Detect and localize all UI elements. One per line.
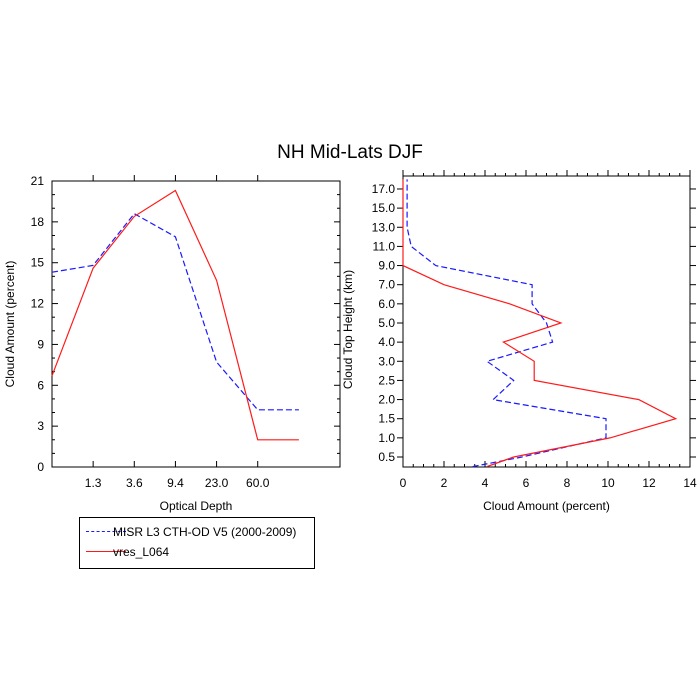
- right-y-tick-label: 9.0: [378, 259, 395, 273]
- right-x-tick-label: 8: [564, 476, 571, 490]
- left-x-tick-label: 60.0: [246, 476, 270, 490]
- left-series-misr-line: [51, 212, 299, 411]
- right-y-tick-label: 1.0: [378, 431, 395, 445]
- left-y-tick-label: 12: [31, 297, 45, 311]
- left-panel-optical-depth: 0 3 6 9 12 15 18 21 1.3 3.6 9.4 23.0 60.0 Optical Dep…: [3, 174, 341, 513]
- right-y-tick-label: 17.0: [372, 182, 396, 196]
- left-x-tick-label: 3.6: [126, 476, 143, 490]
- legend-swatch-solid: [86, 551, 126, 552]
- legend-label-misr: MISR L3 CTH-OD V5 (2000-2009): [113, 525, 297, 539]
- right-x-tick-label: 4: [482, 476, 489, 490]
- right-x-tick-label: 10: [601, 476, 615, 490]
- right-y-tick-label: 1.5: [378, 412, 395, 426]
- left-y-tick-label: 3: [37, 419, 44, 433]
- right-y-tick-label: 2.0: [378, 393, 395, 407]
- right-x-tick-label: 6: [523, 476, 530, 490]
- legend-label-model: vres_L064: [113, 545, 170, 559]
- right-y-tick-label: 3.0: [378, 354, 395, 368]
- left-y-axis-label: Cloud Amount (percent): [3, 261, 17, 388]
- legend: MISR L3 CTH-OD V5 (2000-2009) vres_L064: [79, 517, 315, 569]
- left-series-model-line: [51, 189, 299, 441]
- left-x-tick-label: 1.3: [85, 476, 102, 490]
- right-x-tick-label: 12: [642, 476, 656, 490]
- left-y-tick-label: 18: [31, 215, 45, 229]
- right-y-tick-label: 11.0: [373, 239, 396, 253]
- left-x-tick-label: 9.4: [167, 476, 184, 490]
- right-y-tick-label: 7.0: [378, 278, 395, 292]
- right-x-tick-label: 14: [683, 476, 697, 490]
- left-plot-frame: [51, 180, 341, 468]
- right-y-tick-label: 5.0: [378, 316, 395, 330]
- left-y-tick-label: 21: [31, 174, 45, 188]
- left-y-tick-label: 15: [31, 256, 45, 270]
- right-y-tick-label: 6.0: [378, 297, 395, 311]
- right-x-axis-label: Cloud Amount (percent): [483, 499, 610, 513]
- right-y-tick-label: 15.0: [372, 201, 396, 215]
- chart-title: NH Mid-Lats DJF: [277, 142, 423, 163]
- right-y-axis-label: Cloud Top Height (km): [341, 270, 355, 389]
- right-panel-cloud-top-height: 0 2 4 6 8 10 12 14 0.5 1.0 1.5 2.0 2.5 3.0 4.0 5.0 6.0 7.…: [341, 170, 697, 513]
- right-x-tick-label: 2: [441, 476, 448, 490]
- right-y-tick-label: 0.5: [378, 450, 395, 464]
- right-series-misr-line: [406, 179, 607, 468]
- legend-entry-misr: MISR L3 CTH-OD V5 (2000-2009): [80, 524, 314, 540]
- left-y-tick-label: 6: [37, 378, 44, 392]
- left-x-tick-label: 23.0: [205, 476, 229, 490]
- right-y-tick-label: 2.5: [378, 373, 395, 387]
- left-x-axis-label: Optical Depth: [160, 499, 233, 513]
- right-y-tick-label: 13.0: [372, 220, 396, 234]
- legend-entry-model: vres_L064: [80, 544, 314, 560]
- right-y-tick-label: 4.0: [378, 335, 395, 349]
- left-y-tick-label: 9: [37, 337, 44, 351]
- right-plot-frame: [402, 175, 691, 468]
- right-x-tick-label: 0: [400, 476, 407, 490]
- left-y-tick-label: 0: [37, 460, 44, 474]
- right-series-model-line: [402, 179, 678, 468]
- legend-swatch-dashed: [86, 531, 126, 532]
